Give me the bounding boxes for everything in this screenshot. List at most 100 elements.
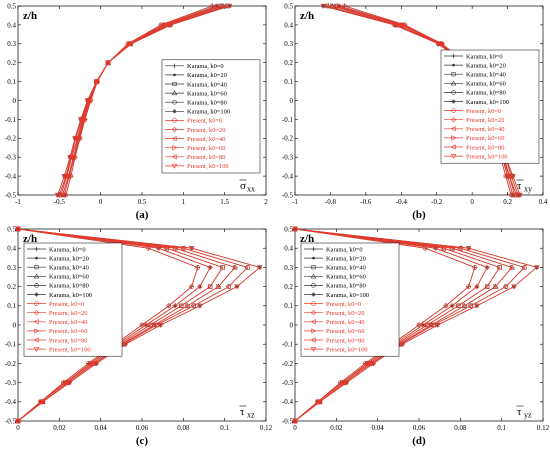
legend-marker [34, 301, 39, 306]
data-point [105, 59, 111, 66]
legend-marker [171, 90, 178, 96]
x-tick-label: 0.06 [413, 424, 426, 432]
x-tick-label: 0.06 [136, 424, 149, 432]
legend-label: Karama, k0=0 [466, 53, 503, 60]
data-point [462, 302, 468, 309]
x-tick-label: 0.04 [95, 424, 108, 432]
y-tick-label: 0.1 [284, 302, 293, 310]
legend-marker [34, 292, 39, 297]
data-point [56, 192, 62, 198]
series-line-11 [294, 228, 538, 422]
x-tick-label: 0 [99, 198, 103, 206]
y-tick-label: 0.3 [7, 264, 16, 272]
legend-marker [171, 163, 178, 169]
legend-entry: Karama, k0=100 [165, 109, 230, 116]
data-point [54, 192, 61, 198]
data-point [78, 117, 84, 123]
legend-marker [451, 108, 456, 113]
legend-entry: Karama, k0=40 [27, 265, 89, 272]
data-point [244, 264, 250, 271]
series-line-6 [294, 228, 476, 422]
y-tick-label: 0.3 [284, 40, 293, 48]
y-tick-label: 0.3 [284, 264, 293, 272]
legend-marker [172, 99, 177, 105]
data-point [178, 302, 184, 309]
legend-entry: Present, k0=40 [27, 319, 87, 326]
legend-marker [311, 328, 317, 334]
legend-marker [172, 118, 177, 123]
quantity-subscript: xx [247, 185, 255, 194]
data-point [256, 265, 263, 271]
legend-label: Present, k0=40 [466, 126, 504, 133]
y-tick-label: -0.1 [282, 116, 294, 124]
legend-entry: Karama, k0=60 [27, 273, 89, 281]
data-point [64, 173, 70, 179]
series-line-8 [17, 228, 224, 422]
x-tick-label: -0.5 [54, 198, 66, 206]
legend-box [440, 49, 540, 164]
data-point [461, 302, 468, 308]
y-tick-label: -0.2 [282, 135, 294, 143]
data-point [207, 264, 213, 271]
data-point [292, 418, 298, 424]
legend-marker [451, 99, 456, 104]
legend-entry: Present, k0=0 [444, 108, 501, 115]
x-tick-label: 0.2 [503, 198, 512, 206]
data-point [474, 283, 480, 290]
legend-entry: Present, k0=80 [165, 154, 225, 161]
data-point [215, 283, 222, 289]
legend-label: Present, k0=0 [466, 108, 501, 115]
series-line-10 [294, 228, 526, 422]
x-tick-label: 0.1 [497, 424, 506, 432]
legend-marker [34, 246, 39, 252]
series-group [54, 3, 233, 198]
data-point [172, 303, 178, 309]
legend-entry: Present, k0=100 [304, 346, 368, 353]
legend-label: Karama, k0=80 [326, 283, 366, 290]
y-tick-label: -0.2 [5, 360, 17, 368]
data-point [67, 155, 73, 161]
legend-marker [450, 80, 457, 86]
data-point [65, 173, 71, 179]
data-point [226, 3, 233, 9]
y-tick-label: 0.4 [284, 245, 293, 253]
legend-label: Karama, k0=100 [187, 109, 230, 116]
legend-marker [311, 246, 316, 252]
legend-label: Present, k0=20 [466, 117, 504, 124]
y-tick-label: -0.5 [5, 417, 17, 425]
y-axis-ticks: -0.5 -0.4 -0.3 -0.2 -0.1 0 0.1 0.2 0.3 0.4 0.5 [282, 2, 543, 199]
data-point [59, 192, 65, 198]
legend-marker [311, 283, 316, 288]
data-point [184, 302, 191, 308]
legend-entry: Present, k0=100 [165, 163, 229, 170]
y-tick-label: 0.4 [7, 245, 16, 253]
legend-marker [33, 337, 39, 343]
y-tick-label: 0 [290, 97, 294, 105]
data-point [521, 264, 527, 271]
legend-marker [310, 273, 317, 279]
legend-label: Karama, k0=0 [326, 246, 363, 253]
chart-panel-c: 0 0.02 0.04 0.06 0.08 0.1 0.12 -0.5 -0.4 -0.3 -0.2… [5, 225, 273, 447]
legend-label: Karama, k0=40 [187, 81, 227, 88]
legend-marker [34, 328, 40, 334]
data-point [511, 284, 517, 290]
data-point [84, 98, 91, 104]
legend-label: Karama, k0=60 [466, 81, 506, 88]
legend-label: Present, k0=0 [49, 301, 84, 308]
legend-marker [310, 310, 317, 316]
y-tick-label: 0 [13, 97, 17, 105]
y-axis-title: z/h [300, 233, 314, 245]
data-point [370, 361, 377, 367]
data-point [128, 41, 135, 47]
y-axis-title: z/h [300, 10, 314, 22]
legend-label: Present, k0=60 [326, 328, 364, 335]
chart-panel-d: 0 0.02 0.04 0.06 0.08 0.1 0.12 -0.5 -0.4 -0.3 -0.2… [282, 225, 550, 447]
quantity-symbol: τ [517, 180, 522, 192]
legend-entry: Present, k0=0 [27, 301, 84, 308]
legend-label: Present, k0=0 [187, 118, 222, 125]
data-point [466, 284, 471, 289]
legend-label: Present, k0=20 [326, 310, 364, 317]
legend-marker [33, 347, 40, 352]
legend-label: Karama, k0=20 [466, 62, 506, 69]
